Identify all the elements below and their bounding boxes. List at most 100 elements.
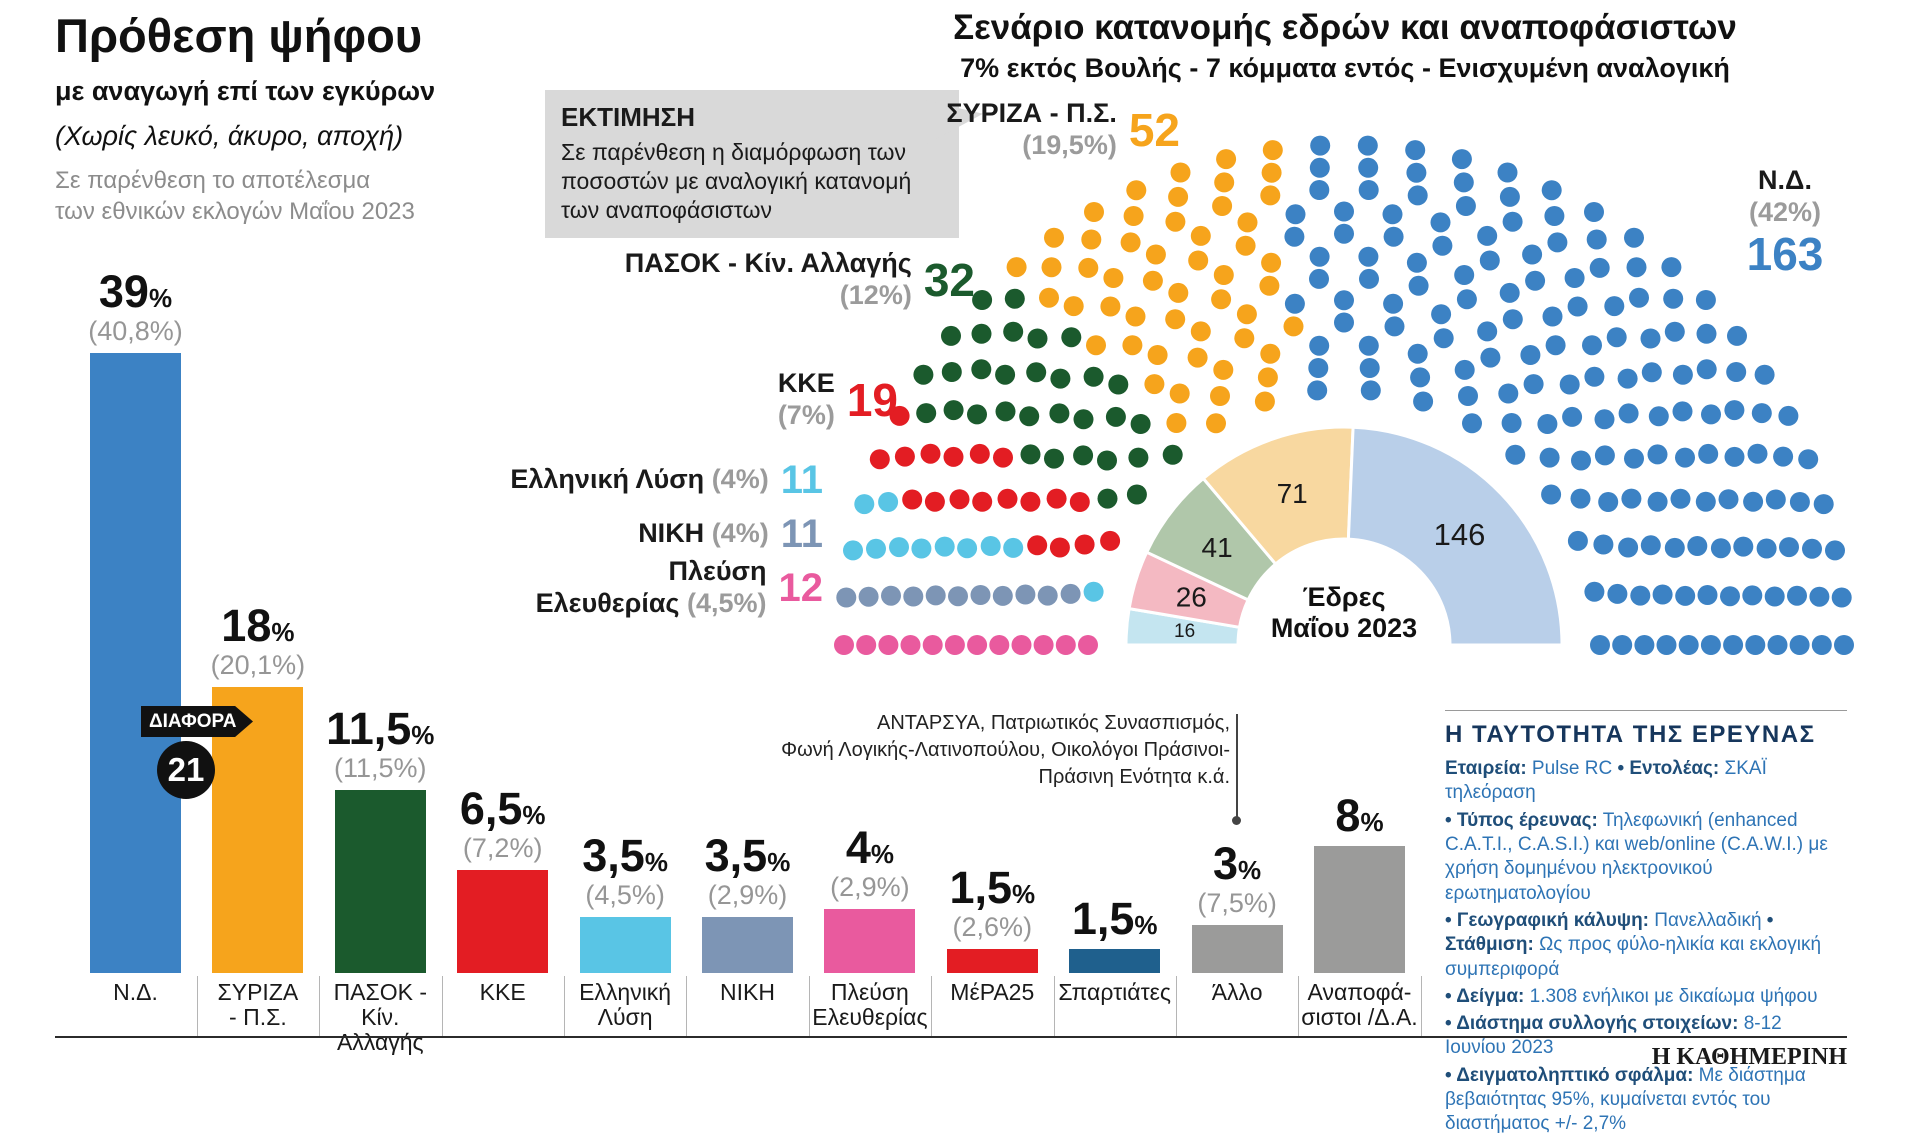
party-label-line: ΣΥΡΙΖΑ - Π.Σ. xyxy=(946,98,1117,128)
bar-label-4: Ελληνική Λύση xyxy=(579,979,672,1030)
bar-2 xyxy=(334,790,426,973)
annotation-connector-line xyxy=(1236,714,1238,818)
party-label-text: ΣΥΡΙΖΑ - Π.Σ. (19,5%) xyxy=(946,98,1116,162)
label-separator xyxy=(808,976,810,1036)
bar-value-8: 1,5% xyxy=(1025,896,1205,941)
party-label-line: (7%) xyxy=(777,399,835,430)
bottom-rule xyxy=(55,1036,1847,1038)
annotation-line-2: Πράσινη Ενότητα κ.ά. xyxy=(1038,766,1230,788)
bar-10 xyxy=(1314,846,1405,973)
party-label-line: Ελευθερίας (4,5%) xyxy=(535,587,767,618)
estimate-title: ΕΚΤΙΜΗΣΗ xyxy=(561,102,696,132)
other-parties-annotation: ΑΝΤΑΡΣΥΑ, Πατριωτικός Συνασπισμός, Φωνή Λ… xyxy=(760,710,1230,791)
party-label-line: ΠΑΣΟΚ - Κίν. Αλλαγής xyxy=(624,248,912,278)
bar-8 xyxy=(1069,949,1161,973)
donut-center-line2: Μαΐου 2023 xyxy=(1270,613,1418,644)
party-label-2: Ελληνική Λύση (4%) 11 xyxy=(455,460,823,500)
bar-value-number: 8% xyxy=(1335,790,1384,841)
annotation-line-0: ΑΝΤΑΡΣΥΑ, Πατριωτικός Συνασπισμός, xyxy=(877,712,1230,734)
party-label-text: ΠΑΣΟΚ - Κίν. Αλλαγής (12%) xyxy=(625,248,912,312)
party-label-5: ΣΥΡΙΖΑ - Π.Σ. (19,5%) 52 xyxy=(880,98,1180,162)
page-title: Πρόθεση ψήφου xyxy=(55,9,423,62)
estimate-text: Σε παρένθεση η διαμόρφωση των ποσοστών μ… xyxy=(561,139,912,224)
bar-5 xyxy=(702,917,793,973)
party-seat-count: 32 xyxy=(923,253,975,306)
survey-field-value: Πανελλαδική xyxy=(1649,909,1767,931)
bar-value-number: 3,5% xyxy=(704,830,791,881)
bar-prev-value: (11,5%) xyxy=(334,753,427,783)
party-label-text: ΚΚΕ (7%) xyxy=(778,368,835,432)
party-label-line: Ν.Δ. xyxy=(1758,165,1812,195)
survey-field-value: Ως προς φύλο-ηλικία και εκλογική συμπερι… xyxy=(1445,934,1822,980)
party-seat-count: 12 xyxy=(778,565,824,610)
bar-label-9: Άλλο xyxy=(1211,979,1263,1005)
bar-label-0: Ν.Δ. xyxy=(113,979,158,1005)
infographic: Πρόθεση ψήφου με αναγωγή επί των εγκύρων… xyxy=(46,8,1854,1134)
label-separator xyxy=(441,976,443,1036)
party-label-text: Ελληνική Λύση (4%) xyxy=(510,464,768,496)
bar-value-number: 11,5% xyxy=(326,703,435,754)
survey-title: Η ΤΑΥΤΟΤΗΤΑ ΤΗΣ ΕΡΕΥΝΑΣ xyxy=(1445,721,1816,748)
label-separator xyxy=(686,976,688,1036)
bar-9 xyxy=(1191,925,1283,973)
bar-prev-value: (2,9%) xyxy=(830,872,910,902)
survey-field-label: Εταιρεία: xyxy=(1445,758,1527,779)
survey-field-value: 1.308 ενήλικοι με δικαίωμα ψήφου xyxy=(1524,985,1818,1007)
bar-value-number: 18% xyxy=(221,600,295,651)
bar-prev-value: (7,5%) xyxy=(1197,888,1277,918)
bar-value-1: 18% (20,1%) xyxy=(168,603,348,679)
survey-line-2: • Γεωγραφική κάλυψη: Πανελλαδική • Στάθμ… xyxy=(1445,909,1847,982)
survey-field-value: Pulse RC xyxy=(1526,758,1618,779)
diff-badge-value: 21 xyxy=(157,741,215,799)
bar-label-8: Σπαρτιάτες xyxy=(1058,979,1172,1005)
party-seat-count: 11 xyxy=(780,512,823,556)
bar-value-9: 3% (7,5%) xyxy=(1147,841,1327,917)
bar-value-0: 39% (40,8%) xyxy=(46,269,226,345)
survey-field-label: • Στάθμιση: xyxy=(1445,909,1774,956)
label-separator xyxy=(1420,976,1422,1036)
survey-line-0: Εταιρεία: Pulse RC • Εντολέας: ΣΚΑΪ τηλε… xyxy=(1445,757,1847,806)
bar-value-2: 11,5% (11,5%) xyxy=(290,706,470,782)
party-label-text: Πλεύση Ελευθερίας (4,5%) xyxy=(536,556,767,620)
party-label-line: Πλεύση xyxy=(668,556,767,586)
bar-value-4: 3,5% (4,5%) xyxy=(535,833,715,909)
bar-label-3: ΚΚΕ xyxy=(479,979,526,1005)
party-label-line: (42%) xyxy=(1748,196,1822,227)
bar-prev-value: (2,9%) xyxy=(707,880,788,910)
left-note-gray: Σε παρένθεση το αποτέλεσμα των εθνικών ε… xyxy=(55,167,415,226)
estimate-callout: ΕΚΤΙΜΗΣΗ Σε παρένθεση η διαμόρφωση των π… xyxy=(545,90,959,238)
party-label-text: Ν.Δ. (42%) xyxy=(1749,165,1821,229)
left-note-parenthetical: (Χωρίς λευκό, άκυρο, αποχή) xyxy=(55,121,404,151)
bar-value-number: 6,5% xyxy=(459,783,546,834)
survey-field-value: ΣΚΑΪ τηλεόραση xyxy=(1445,758,1767,804)
survey-field-value: Τηλεφωνική (enhanced C.A.T.I., C.A.S.I.)… xyxy=(1445,809,1828,904)
survey-field-label: • Γεωγραφική κάλυψη: xyxy=(1445,909,1649,931)
donut-center-line1: Έδρες xyxy=(1302,582,1386,612)
left-subtitle: με αναγωγή επί των εγκύρων xyxy=(55,76,436,106)
party-seat-count: 163 xyxy=(1746,227,1824,280)
label-separator xyxy=(196,976,198,1036)
survey-identity: Η ΤΑΥΤΟΤΗΤΑ ΤΗΣ ΕΡΕΥΝΑΣ Εταιρεία: Pulse … xyxy=(1445,710,1847,1140)
bar-3 xyxy=(457,870,549,973)
bar-4 xyxy=(579,917,671,973)
bar-value-number: 4% xyxy=(845,822,894,873)
label-separator xyxy=(563,976,565,1036)
party-label-line: Ελληνική Λύση (4%) xyxy=(510,464,769,495)
bar-0 xyxy=(90,353,181,973)
bar-value-number: 3,5% xyxy=(582,830,668,881)
bar-prev-value: (7,2%) xyxy=(462,833,543,863)
bar-value-6: 4% (2,9%) xyxy=(780,825,960,901)
annotation-connector-dot xyxy=(1232,816,1241,825)
bar-label-7: ΜέΡΑ25 xyxy=(950,979,1035,1005)
party-label-1: ΝΙΚΗ (4%) 11 xyxy=(455,514,823,554)
party-label-line: (12%) xyxy=(839,279,912,310)
bar-prev-value: (4,5%) xyxy=(585,880,665,910)
bar-value-number: 3% xyxy=(1213,838,1262,889)
bar-value-number: 1,5% xyxy=(1071,893,1158,944)
bar-label-10: Αναποφά-σιστοι /Δ.Α. xyxy=(1301,979,1418,1030)
bar-label-1: ΣΥΡΙΖΑ - Π.Σ. xyxy=(217,979,299,1030)
survey-field-label: • Διάστημα συλλογής στοιχείων: xyxy=(1445,1013,1739,1035)
bar-value-7: 1,5% (2,6%) xyxy=(902,865,1082,941)
bar-value-number: 1,5% xyxy=(949,862,1036,913)
diff-badge-label: ΔΙΑΦΟΡΑ xyxy=(141,706,253,737)
